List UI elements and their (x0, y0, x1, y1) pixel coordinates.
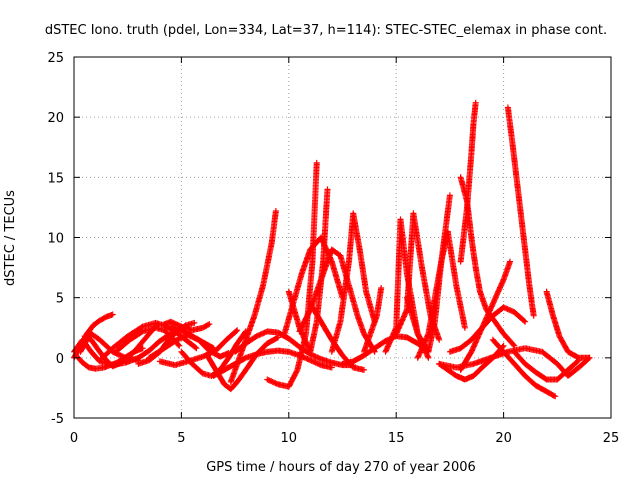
series-markers (511, 348, 582, 383)
data-series (414, 228, 468, 361)
series-markers (361, 285, 385, 355)
data-marks (71, 99, 593, 400)
y-tick-label: 0 (56, 352, 64, 367)
y-tick-label: 20 (47, 111, 64, 126)
axis-ticks: 0 5 10 15 20 25 -5 0 5 10 15 20 25 (47, 51, 619, 446)
x-axis-label: GPS time / hours of day 270 of year 2006 (206, 460, 476, 475)
series-markers (296, 246, 378, 355)
y-tick-label: 10 (47, 232, 64, 247)
data-series (161, 318, 213, 334)
series-markers (543, 288, 593, 361)
series-markers (281, 234, 346, 337)
data-series (457, 258, 513, 373)
data-series (436, 345, 593, 379)
data-series (361, 285, 385, 355)
x-tick-label: 5 (177, 431, 185, 446)
y-tick-label: -5 (51, 412, 64, 427)
x-tick-label: 15 (388, 431, 405, 446)
x-tick-label: 0 (70, 431, 78, 446)
series-markers (161, 318, 213, 334)
y-tick-label: 15 (47, 171, 64, 186)
series-markers (210, 347, 335, 379)
series-markers (393, 210, 443, 343)
data-series (543, 288, 593, 361)
data-series (328, 210, 378, 355)
series-markers (457, 99, 479, 265)
series-markers (489, 336, 559, 400)
series-markers (504, 104, 537, 319)
series-markers (457, 258, 513, 373)
data-series (511, 348, 582, 383)
series-markers (414, 228, 468, 361)
y-axis-label: dSTEC / TECUs (3, 190, 18, 286)
x-tick-label: 10 (281, 431, 298, 446)
x-tick-label: 25 (603, 431, 620, 446)
chart-title: dSTEC Iono. truth (pdel, Lon=334, Lat=37… (45, 23, 607, 38)
series-markers (328, 210, 378, 355)
data-series (489, 336, 559, 400)
data-series (457, 99, 479, 265)
data-series (393, 210, 443, 343)
data-series (296, 246, 378, 355)
data-series (504, 104, 537, 319)
data-series (210, 347, 335, 379)
data-series (281, 234, 346, 337)
y-tick-label: 25 (47, 51, 64, 66)
y-tick-label: 5 (56, 292, 64, 307)
series-markers (436, 345, 593, 379)
x-tick-label: 20 (495, 431, 512, 446)
